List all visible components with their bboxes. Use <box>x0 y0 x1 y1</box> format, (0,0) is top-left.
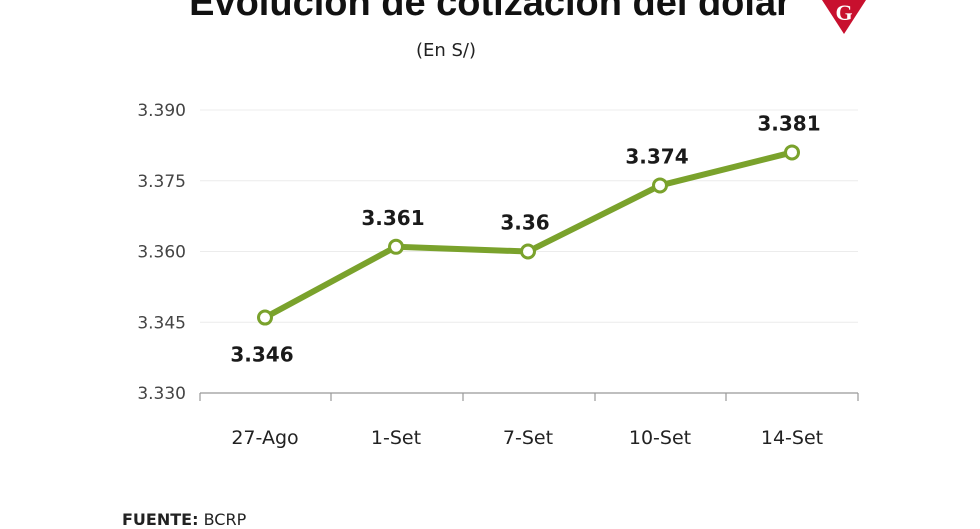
x-tick-label: 7-Set <box>503 427 553 449</box>
x-tick-label: 1-Set <box>371 427 421 449</box>
x-tick-label: 27-Ago <box>231 427 298 449</box>
x-axis <box>199 392 859 401</box>
data-label: 3.346 <box>230 343 293 367</box>
logo-letter: G <box>835 0 852 25</box>
data-point <box>784 144 800 161</box>
chart-title: Evolución de cotización del dólar <box>189 0 791 24</box>
data-point <box>388 238 404 255</box>
y-tick-label: 3.390 <box>137 101 186 121</box>
data-point <box>652 177 668 194</box>
y-tick-label: 3.375 <box>137 172 186 192</box>
x-axis-ticks: 27-Ago 1-Set 7-Set 10-Set 14-Set <box>231 427 823 449</box>
gestion-g-logo-icon: G <box>822 0 866 34</box>
chart-subtitle: (En S/) <box>415 40 477 61</box>
source-label: FUENTE: <box>122 510 199 529</box>
x-tick-label: 14-Set <box>761 427 823 449</box>
data-label: 3.381 <box>757 111 820 135</box>
data-label: 3.361 <box>361 206 424 230</box>
data-label: 3.374 <box>625 144 688 168</box>
data-point <box>257 309 273 326</box>
y-axis-ticks: 3.390 3.375 3.360 3.345 3.330 <box>137 101 186 404</box>
data-point <box>520 243 536 260</box>
series-line <box>262 149 795 321</box>
x-tick-label: 10-Set <box>629 427 691 449</box>
source-value: BCRP <box>203 510 247 529</box>
source-note: FUENTE: BCRP <box>122 510 246 529</box>
data-points <box>257 144 800 326</box>
series-line-layer <box>262 149 795 321</box>
y-tick-label: 3.360 <box>137 243 186 263</box>
y-tick-label: 3.330 <box>137 384 186 404</box>
data-label: 3.36 <box>500 211 549 235</box>
y-tick-label: 3.345 <box>137 313 186 333</box>
data-labels: 3.346 3.361 3.36 3.374 3.381 <box>230 111 820 366</box>
